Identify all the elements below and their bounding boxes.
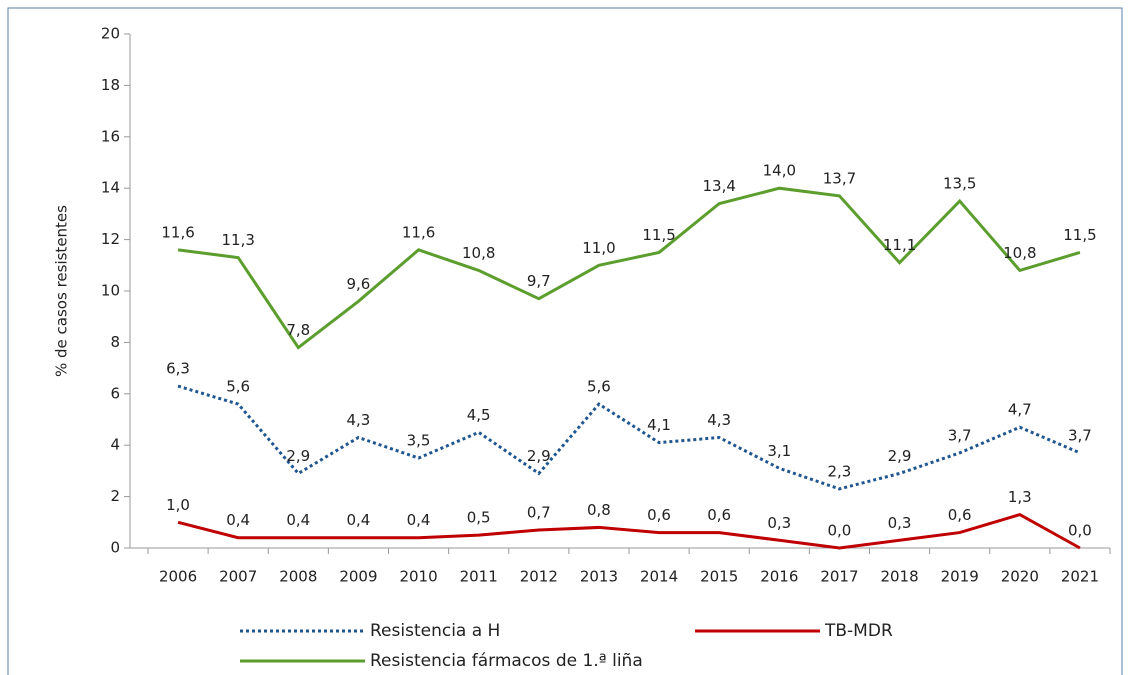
x-tick-label: 2011	[460, 568, 498, 586]
data-label: 4,1	[647, 416, 671, 434]
legend-label: TB-MDR	[824, 621, 893, 641]
x-tick-label: 2020	[1001, 568, 1039, 586]
data-label: 4,3	[347, 411, 371, 429]
data-label: 1,0	[166, 496, 190, 514]
series-line	[177, 384, 1081, 491]
data-label: 13,4	[702, 177, 735, 195]
data-label: 3,7	[948, 426, 972, 444]
data-label: 0,0	[1068, 522, 1092, 540]
data-label: 0,4	[286, 511, 310, 529]
data-label: 9,6	[347, 275, 371, 293]
data-label: 11,3	[221, 231, 254, 249]
data-label: 4,5	[467, 406, 491, 424]
x-tick-label: 2016	[760, 568, 798, 586]
data-label: 0,3	[888, 514, 912, 532]
x-tick-label: 2019	[941, 568, 979, 586]
data-label: 0,4	[226, 511, 250, 529]
x-tick-label: 2009	[339, 568, 377, 586]
y-tick-label: 2	[110, 487, 120, 505]
data-label: 13,5	[943, 175, 976, 193]
x-tick-label: 2014	[640, 568, 678, 586]
frame	[7, 7, 1123, 675]
x-tick-label: 2007	[219, 568, 257, 586]
y-tick-label: 16	[101, 127, 120, 145]
x-tick-label: 2017	[820, 568, 858, 586]
y-tick-label: 12	[101, 230, 120, 248]
data-label: 0,3	[767, 514, 791, 532]
data-label: 7,8	[286, 321, 310, 339]
data-label: 3,1	[767, 442, 791, 460]
data-label: 2,3	[828, 462, 852, 480]
data-label: 3,5	[407, 432, 431, 450]
data-label: 1,3	[1008, 488, 1032, 506]
x-tick-label: 2018	[880, 568, 918, 586]
data-label: 10,8	[462, 244, 495, 262]
data-label: 4,3	[707, 411, 731, 429]
data-label: 0,6	[948, 506, 972, 524]
data-label: 0,8	[587, 501, 611, 519]
data-label: 0,4	[347, 511, 371, 529]
data-label: 14,0	[763, 162, 796, 180]
data-label: 0,4	[407, 511, 431, 529]
data-label: 0,5	[467, 509, 491, 527]
x-tick-label: 2021	[1061, 568, 1099, 586]
data-label: 9,7	[527, 272, 551, 290]
data-label: 11,0	[582, 239, 615, 257]
data-label: 13,7	[823, 169, 856, 187]
y-tick-label: 0	[110, 539, 120, 557]
x-tick-label: 2008	[279, 568, 317, 586]
y-tick-label: 18	[101, 76, 120, 94]
data-label: 5,6	[587, 378, 611, 396]
y-axis-label: % de casos resistentes	[53, 205, 71, 377]
series-line	[177, 186, 1081, 350]
x-tick-label: 2012	[520, 568, 558, 586]
x-tick-label: 2010	[399, 568, 437, 586]
x-tick-label: 2006	[159, 568, 197, 586]
y-tick-label: 20	[101, 25, 120, 43]
data-label: 0,0	[828, 522, 852, 540]
x-tick-label: 2013	[580, 568, 618, 586]
data-label: 2,9	[286, 447, 310, 465]
series-line	[177, 512, 1081, 550]
data-label: 11,5	[642, 226, 675, 244]
legend-label: Resistencia a H	[370, 621, 500, 641]
data-label: 11,5	[1063, 226, 1096, 244]
data-label: 6,3	[166, 360, 190, 378]
data-label: 11,1	[883, 236, 916, 254]
y-tick-label: 4	[110, 436, 120, 454]
data-label: 0,6	[647, 506, 671, 524]
data-label: 11,6	[161, 223, 194, 241]
y-tick-label: 6	[110, 384, 120, 402]
data-label: 2,9	[888, 447, 912, 465]
data-label: 5,6	[226, 378, 250, 396]
data-label: 11,6	[402, 223, 435, 241]
data-label: 2,9	[527, 447, 551, 465]
data-label: 10,8	[1003, 244, 1036, 262]
legend-label: Resistencia fármacos de 1.ª liña	[370, 651, 643, 671]
data-label: 0,7	[527, 504, 551, 522]
y-tick-label: 10	[101, 282, 120, 300]
data-label: 0,6	[707, 506, 731, 524]
data-label: 3,7	[1068, 426, 1092, 444]
data-label: 4,7	[1008, 401, 1032, 419]
x-tick-label: 2015	[700, 568, 738, 586]
y-tick-label: 14	[101, 179, 120, 197]
y-tick-label: 8	[110, 333, 120, 351]
